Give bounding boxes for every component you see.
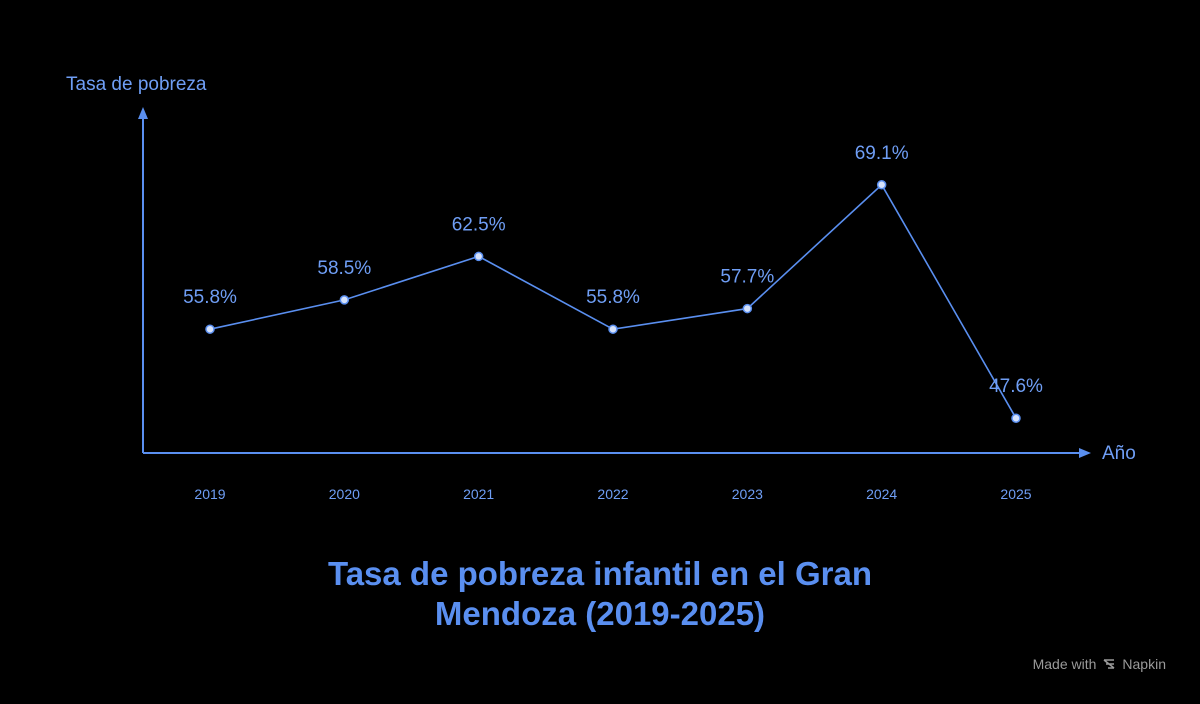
napkin-brand-text: Napkin — [1122, 656, 1166, 672]
napkin-logo-icon — [1103, 659, 1115, 669]
chart-title-line-2: Mendoza (2019-2025) — [434, 595, 766, 632]
y-axis-label: Tasa de pobreza — [66, 74, 207, 95]
data-label-2023: 57.7% — [720, 267, 774, 288]
data-point-2024 — [876, 180, 887, 190]
x-axis-arrow-icon — [1079, 448, 1091, 458]
data-marks: 55.8% 2019 58.5% 2020 62.5% 2021 55.8% 2022 57.7… — [183, 143, 1043, 502]
x-tick-label-2023: 2023 — [732, 486, 763, 502]
chart-title: Tasa de pobreza infantil en el Gran Mend… — [0, 554, 1200, 634]
data-point-2023 — [742, 303, 753, 314]
data-point-2022 — [608, 324, 618, 334]
data-label-2021: 62.5% — [452, 214, 506, 235]
data-label-2024: 69.1% — [855, 143, 909, 164]
data-label-2020: 58.5% — [317, 258, 371, 279]
data-label-2019: 55.8% — [183, 287, 237, 308]
x-tick-label-2019: 2019 — [194, 486, 225, 502]
made-with-napkin-badge[interactable]: Made with Napkin — [1033, 656, 1166, 672]
data-point-2021 — [473, 251, 484, 262]
x-tick-label-2021: 2021 — [463, 486, 494, 502]
x-tick-label-2025: 2025 — [1000, 486, 1031, 502]
data-point-2025 — [1011, 413, 1021, 423]
data-point-2020 — [339, 295, 350, 305]
x-tick-label-2024: 2024 — [866, 486, 897, 502]
x-tick-label-2020: 2020 — [329, 486, 360, 502]
made-with-text: Made with — [1032, 656, 1097, 672]
data-point-2019 — [205, 324, 215, 334]
data-label-2022: 55.8% — [586, 287, 640, 308]
x-axis-label: Año — [1102, 443, 1136, 464]
x-tick-label-2022: 2022 — [597, 486, 628, 502]
chart-title-line-1: Tasa de pobreza infantil en el Gran — [327, 555, 873, 592]
data-label-2025: 47.6% — [989, 376, 1043, 397]
y-axis-arrow-icon — [138, 107, 148, 119]
